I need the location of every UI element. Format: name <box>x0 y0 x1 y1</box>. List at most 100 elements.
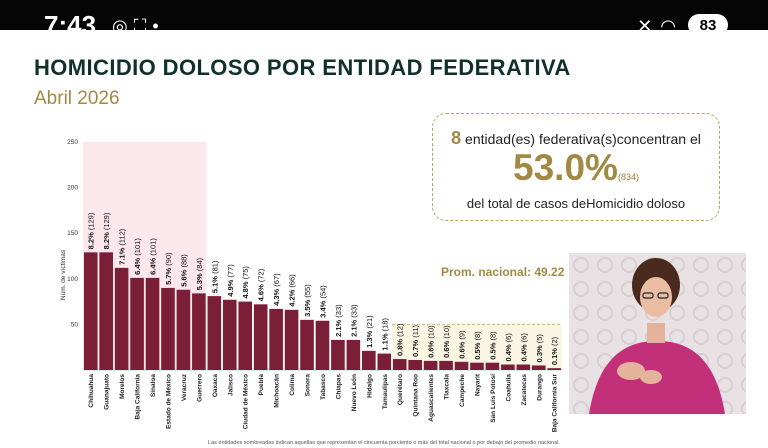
data-label: 8.2% (129) <box>87 212 96 249</box>
category-label: Ciudad de México <box>243 374 250 429</box>
bar <box>485 362 500 370</box>
data-label: 0.7% (11) <box>411 324 420 356</box>
category-label: Baja California <box>135 374 142 420</box>
bar <box>392 359 407 370</box>
bar <box>300 319 314 370</box>
bar <box>161 287 175 370</box>
bar <box>547 368 562 370</box>
data-label: 8.2% (129) <box>102 212 111 249</box>
data-label: 6.4% (101) <box>149 238 158 275</box>
data-label: 0.5% (8) <box>473 331 482 360</box>
category-label: Chihuahua <box>88 374 95 408</box>
bar <box>284 309 299 370</box>
bar <box>315 320 330 370</box>
bar <box>454 361 469 370</box>
category-label: Tamaulipas <box>382 374 389 410</box>
data-label: 5.7% (90) <box>164 252 173 285</box>
summary-count: 8 <box>451 128 462 148</box>
bar <box>470 362 484 370</box>
sign-language-interpreter-video <box>569 253 746 414</box>
category-label: Nayarit <box>474 373 481 396</box>
summary-line3: del total de casos deHomicidio doloso <box>466 196 686 211</box>
bar <box>377 353 392 370</box>
category-label: Coahuila <box>505 374 512 402</box>
summary-line1: entidad(es) federativa(s)concentran el <box>461 131 701 147</box>
y-tick-label: 50 <box>71 321 79 328</box>
data-label: 0.6% (9) <box>458 330 467 359</box>
y-tick-label: 100 <box>67 276 78 283</box>
dot-icon: • <box>152 16 165 30</box>
bar <box>408 359 422 370</box>
category-label: Michoacán <box>274 374 281 408</box>
summary-box: 8 entidad(es) federativa(s)concentran el… <box>432 113 720 221</box>
category-label: Sinaloa <box>150 374 157 398</box>
data-label: 5.1% (81) <box>210 260 219 293</box>
notification-icons: ◎⛶• <box>112 16 165 30</box>
data-label: 0.1% (2) <box>550 336 559 365</box>
data-label: 0.4% (6) <box>504 333 513 362</box>
data-label: 4.9% (77) <box>226 264 235 297</box>
category-label: Veracruz <box>181 373 188 401</box>
summary-percentage: 53.0% <box>513 147 618 188</box>
bar <box>145 277 160 370</box>
data-label: 1.3% (21) <box>365 315 374 348</box>
data-label: 2.1% (33) <box>334 304 343 337</box>
y-tick-label: 200 <box>67 185 78 192</box>
data-label: 0.6% (10) <box>442 325 451 358</box>
whatsapp-icon: ◎ <box>112 16 134 30</box>
data-label: 5.3% (84) <box>195 257 204 290</box>
wifi-icon: ◠ <box>660 16 684 30</box>
bar <box>99 252 113 370</box>
data-label: 4.6% (72) <box>257 268 266 301</box>
category-label: Morelos <box>119 374 126 399</box>
category-label: Querétaro <box>397 374 404 405</box>
bar <box>222 299 237 370</box>
system-icons: ✕◠ <box>637 16 684 30</box>
footnote: Las entidades sombreadas indican aquella… <box>208 440 560 446</box>
data-label: 4.2% (66) <box>288 274 297 307</box>
category-label: Puebla <box>258 374 265 396</box>
category-label: Durango <box>536 374 543 401</box>
category-label: Quintana Roo <box>413 374 420 417</box>
category-label: Baja California Sur <box>552 374 559 433</box>
bar <box>207 296 222 370</box>
category-label: Tabasco <box>320 374 327 400</box>
y-tick-label: 250 <box>67 139 78 146</box>
bar <box>269 308 283 370</box>
bar <box>192 293 206 370</box>
data-label: 5.6% (88) <box>179 254 188 287</box>
summary-cases: (834) <box>617 172 639 182</box>
category-label: Tlaxcala <box>444 374 451 400</box>
status-bar: 7:43 ◎⛶• ✕◠ 83 <box>0 0 768 30</box>
category-label: Jalisco <box>227 374 234 396</box>
bar <box>238 301 253 370</box>
category-label: Aguascalientes <box>428 374 435 422</box>
data-label: 0.4% (6) <box>519 333 528 362</box>
bar <box>331 339 345 370</box>
bar <box>423 360 438 370</box>
battery-indicator: 83 <box>688 14 728 30</box>
bar <box>114 267 129 370</box>
category-label: Colima <box>289 374 296 396</box>
category-label: Guerrero <box>196 374 203 402</box>
bar-chart: 50 100 150 200 250 Núm. de víctimas 8.2% (129)… <box>60 139 562 433</box>
category-label: Chiapas <box>335 374 342 400</box>
bar <box>83 252 98 370</box>
category-label: Sonora <box>305 374 312 397</box>
bar <box>516 364 531 370</box>
data-label: 3.5% (55) <box>303 284 312 317</box>
data-label: 0.6% (10) <box>427 325 436 358</box>
screenshot-icon: ⛶ <box>133 16 153 30</box>
category-label: Campeche <box>459 374 466 407</box>
data-label: 4.8% (75) <box>241 266 250 299</box>
bar <box>176 289 191 370</box>
data-label: 6.4% (101) <box>133 238 142 275</box>
data-label: 0.3% (5) <box>535 334 544 363</box>
data-label: 0.5% (8) <box>488 331 497 360</box>
category-label: Hidalgo <box>366 374 373 398</box>
data-label: 4.3% (67) <box>272 273 281 306</box>
bar <box>130 277 144 370</box>
category-label: Estado de México <box>165 374 172 429</box>
data-label: 7.1% (112) <box>118 228 127 265</box>
average-label: Prom. nacional: 49.22 <box>441 265 565 279</box>
